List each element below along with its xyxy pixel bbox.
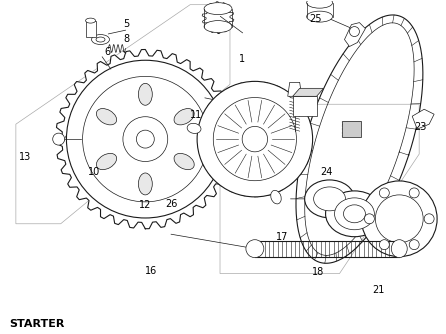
Text: 5: 5 xyxy=(123,19,129,29)
Circle shape xyxy=(53,133,65,145)
Ellipse shape xyxy=(96,153,116,170)
Ellipse shape xyxy=(187,123,201,134)
Ellipse shape xyxy=(289,86,301,98)
Circle shape xyxy=(83,76,208,202)
Ellipse shape xyxy=(174,153,194,170)
Bar xyxy=(86,21,95,36)
Polygon shape xyxy=(412,109,434,129)
Polygon shape xyxy=(202,2,234,33)
Circle shape xyxy=(364,214,374,224)
Text: 8: 8 xyxy=(123,34,129,44)
Polygon shape xyxy=(344,23,365,46)
Ellipse shape xyxy=(204,3,232,15)
Text: STARTER: STARTER xyxy=(9,319,64,329)
Polygon shape xyxy=(293,88,324,96)
Circle shape xyxy=(350,27,359,36)
Ellipse shape xyxy=(138,84,152,105)
Ellipse shape xyxy=(271,190,281,204)
Text: 25: 25 xyxy=(310,14,322,24)
Ellipse shape xyxy=(96,37,105,42)
Text: 12: 12 xyxy=(139,200,151,210)
Text: 10: 10 xyxy=(87,167,100,177)
Circle shape xyxy=(380,188,389,198)
Ellipse shape xyxy=(307,0,333,8)
Circle shape xyxy=(66,60,224,218)
Text: 24: 24 xyxy=(321,167,333,177)
Text: 6: 6 xyxy=(104,47,110,57)
Circle shape xyxy=(242,126,268,152)
Bar xyxy=(293,96,317,116)
Circle shape xyxy=(380,240,389,249)
Circle shape xyxy=(409,188,419,198)
Ellipse shape xyxy=(96,109,116,125)
Ellipse shape xyxy=(307,11,333,22)
Ellipse shape xyxy=(91,34,109,44)
Circle shape xyxy=(123,117,168,162)
Ellipse shape xyxy=(343,205,365,223)
Circle shape xyxy=(361,181,437,257)
Ellipse shape xyxy=(326,191,383,237)
Circle shape xyxy=(213,98,297,181)
Text: 21: 21 xyxy=(372,285,384,295)
Text: 11: 11 xyxy=(190,111,202,121)
Ellipse shape xyxy=(305,180,355,218)
Ellipse shape xyxy=(391,240,407,258)
Ellipse shape xyxy=(314,187,346,211)
Ellipse shape xyxy=(138,173,152,195)
Ellipse shape xyxy=(246,240,264,258)
Text: 1: 1 xyxy=(239,54,245,64)
Circle shape xyxy=(409,240,419,249)
Text: 26: 26 xyxy=(165,199,178,209)
Polygon shape xyxy=(288,82,301,96)
Circle shape xyxy=(424,214,434,224)
Ellipse shape xyxy=(174,109,194,125)
Text: 13: 13 xyxy=(19,152,31,162)
Ellipse shape xyxy=(204,21,232,32)
Text: 17: 17 xyxy=(277,232,289,242)
Bar xyxy=(342,121,361,137)
Text: 18: 18 xyxy=(312,267,324,277)
Circle shape xyxy=(376,195,423,243)
Text: 23: 23 xyxy=(414,122,426,132)
Circle shape xyxy=(136,130,154,148)
Ellipse shape xyxy=(334,198,374,230)
Text: 16: 16 xyxy=(145,266,157,276)
Polygon shape xyxy=(56,49,235,229)
Circle shape xyxy=(197,81,313,197)
Ellipse shape xyxy=(86,18,95,23)
